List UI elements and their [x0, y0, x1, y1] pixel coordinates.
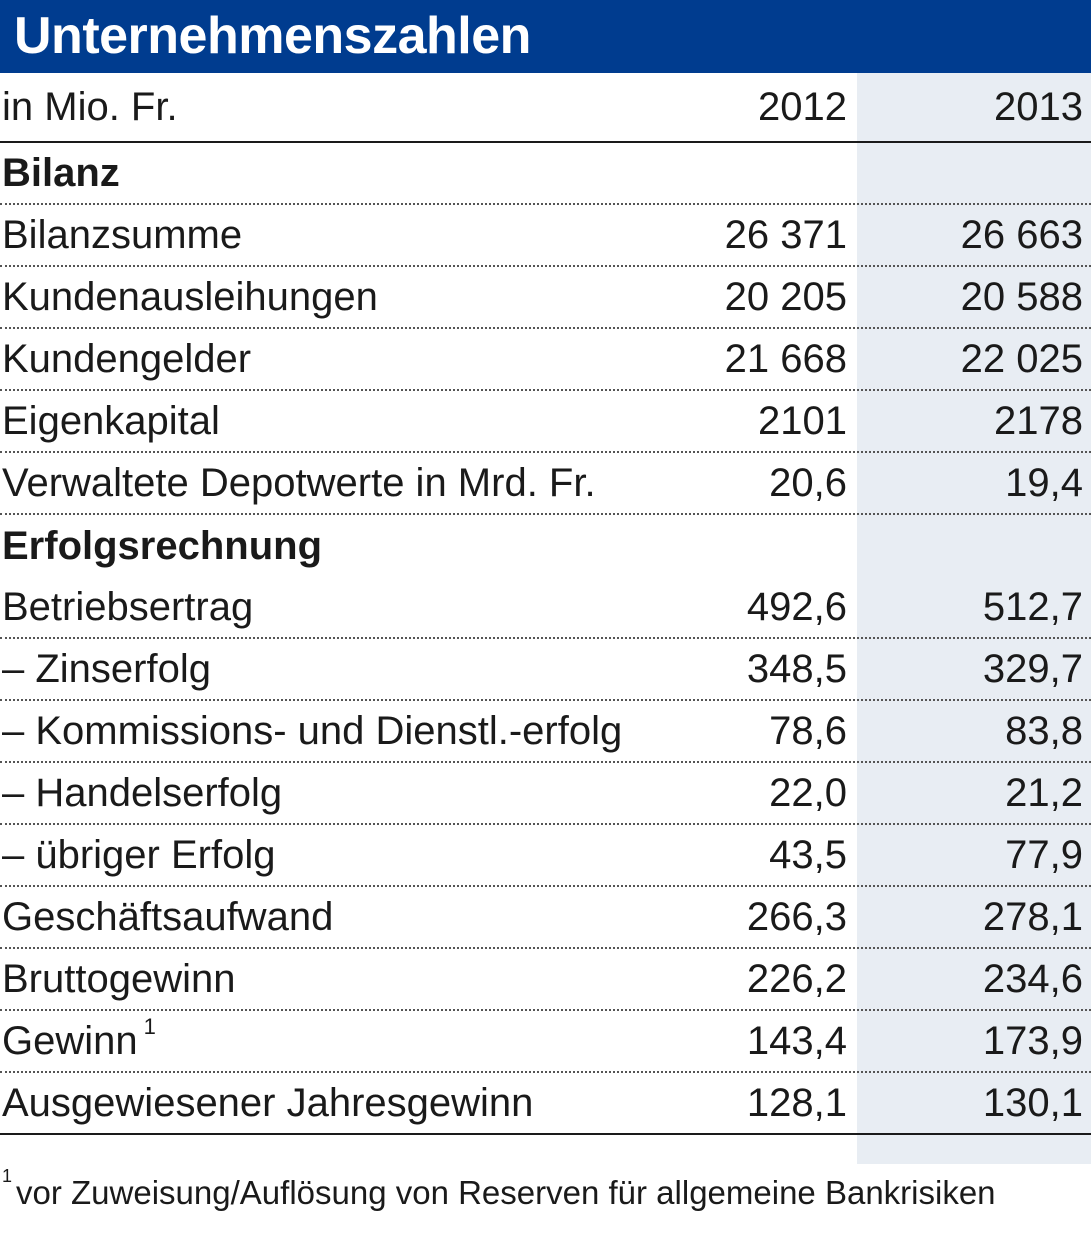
- row-label: – Kommissions- und Dienstl.-erfolg: [2, 701, 622, 761]
- value-2013: 77,9: [1005, 832, 1083, 877]
- table-row: Gewinn 1 143,4 173,9: [0, 1011, 1091, 1073]
- row-label: Kundenausleihungen: [2, 267, 378, 327]
- page-title: Unternehmenszahlen: [14, 7, 531, 65]
- row-label-text: Gewinn: [2, 1018, 138, 1063]
- value-2013: 173,9: [982, 1018, 1083, 1063]
- value-2012: 26 371: [724, 212, 847, 257]
- table-row: Bilanzsumme 26 371 26 663: [0, 205, 1091, 267]
- row-label-text: – übriger Erfolg: [2, 832, 276, 877]
- row-label: Eigenkapital: [2, 391, 220, 451]
- footnote-reference: 1: [143, 1014, 156, 1039]
- value-2012: 21 668: [724, 336, 847, 381]
- row-label-text: Betriebsertrag: [2, 584, 254, 629]
- row-label-text: – Zinserfolg: [2, 646, 211, 691]
- value-2012: 2101: [758, 398, 847, 443]
- row-label: Betriebsertrag: [2, 577, 253, 637]
- column-header-2013: 2013: [994, 84, 1083, 129]
- table-row: Geschäftsaufwand 266,3 278,1: [0, 887, 1091, 949]
- table-row: Ausgewiesener Jahresgewinn 128,1 130,1: [0, 1073, 1091, 1135]
- value-2012: 266,3: [746, 894, 847, 939]
- table-row: – Kommissions- und Dienstl.-erfolg 78,6 83…: [0, 701, 1091, 763]
- value-2013: 26 663: [960, 212, 1083, 257]
- title-bar: Unternehmenszahlen: [0, 0, 1091, 73]
- highlight-column-2013: [857, 73, 1091, 1164]
- column-header-2012: 2012: [758, 84, 847, 129]
- value-2012: 78,6: [769, 708, 847, 753]
- row-label: Ausgewiesener Jahresgewinn: [2, 1073, 533, 1133]
- table-row: Eigenkapital 2101 2178: [0, 391, 1091, 453]
- row-label-text: Eigenkapital: [2, 398, 220, 443]
- table-row: – Handelserfolg 22,0 21,2: [0, 763, 1091, 825]
- row-label: Bilanzsumme: [2, 205, 242, 265]
- table-row: Kundengelder 21 668 22 025: [0, 329, 1091, 391]
- value-2012: 20,6: [769, 460, 847, 505]
- value-2013: 329,7: [982, 646, 1083, 691]
- row-label: Verwaltete Depotwerte in Mrd. Fr.: [2, 453, 596, 513]
- row-label: – Zinserfolg: [2, 639, 211, 699]
- value-2012: 348,5: [746, 646, 847, 691]
- value-2012: 128,1: [746, 1080, 847, 1125]
- row-label-text: Verwaltete Depotwerte in Mrd. Fr.: [2, 460, 596, 505]
- value-2013: 83,8: [1005, 708, 1083, 753]
- row-label: Kundengelder: [2, 329, 251, 389]
- table-row: Kundenausleihungen 20 205 20 588: [0, 267, 1091, 329]
- table-row: Betriebsertrag 492,6 512,7: [0, 577, 1091, 639]
- row-label-text: Geschäftsaufwand: [2, 894, 334, 939]
- value-2013: 512,7: [982, 584, 1083, 629]
- value-2012: 143,4: [746, 1018, 847, 1063]
- row-label-text: Kundenausleihungen: [2, 274, 378, 319]
- row-label: Geschäftsaufwand: [2, 887, 333, 947]
- row-label-text: Bilanzsumme: [2, 212, 243, 257]
- row-label: Gewinn 1: [2, 1011, 156, 1071]
- unit-label: in Mio. Fr.: [2, 84, 178, 129]
- footnote-text: vor Zuweisung/Auflösung von Reserven für…: [16, 1174, 996, 1211]
- figures-table: in Mio. Fr. 2012 2013 Bilanz Bilanzsumme 2…: [0, 73, 1091, 1135]
- table-header: in Mio. Fr. 2012 2013: [0, 73, 1091, 143]
- footnote: 1 vor Zuweisung/Auflösung von Reserven fü…: [2, 1166, 996, 1212]
- section-label: Erfolgsrechnung: [2, 523, 323, 568]
- value-2013: 234,6: [982, 956, 1083, 1001]
- value-2013: 130,1: [982, 1080, 1083, 1125]
- section-label: Bilanz: [2, 150, 120, 195]
- row-label-text: – Kommissions- und Dienstl.-erfolg: [2, 708, 623, 753]
- table-row: – übriger Erfolg 43,5 77,9: [0, 825, 1091, 887]
- row-label-text: Ausgewiesener Jahresgewinn: [2, 1080, 534, 1125]
- value-2012: 20 205: [724, 274, 847, 319]
- table-body: Bilanz Bilanzsumme 26 371 26 663 Kundenausle…: [0, 143, 1091, 1135]
- section-header: Erfolgsrechnung: [0, 515, 1091, 577]
- value-2013: 19,4: [1005, 460, 1083, 505]
- row-label-text: – Handelserfolg: [2, 770, 283, 815]
- value-2013: 20 588: [960, 274, 1083, 319]
- footnote-mark: 1: [2, 1166, 13, 1186]
- row-label-text: Bruttogewinn: [2, 956, 236, 1001]
- row-label-text: Kundengelder: [2, 336, 252, 381]
- table-row: Verwaltete Depotwerte in Mrd. Fr. 20,6 19,…: [0, 453, 1091, 515]
- value-2012: 492,6: [746, 584, 847, 629]
- value-2013: 2178: [994, 398, 1083, 443]
- value-2013: 21,2: [1005, 770, 1083, 815]
- value-2012: 43,5: [769, 832, 847, 877]
- table-row: – Zinserfolg 348,5 329,7: [0, 639, 1091, 701]
- row-label: Bruttogewinn: [2, 949, 235, 1009]
- section-header: Bilanz: [0, 143, 1091, 205]
- row-label: – Handelserfolg: [2, 763, 282, 823]
- table-row: Bruttogewinn 226,2 234,6: [0, 949, 1091, 1011]
- value-2013: 278,1: [982, 894, 1083, 939]
- row-label: – übriger Erfolg: [2, 825, 275, 885]
- value-2012: 22,0: [769, 770, 847, 815]
- value-2012: 226,2: [746, 956, 847, 1001]
- value-2013: 22 025: [960, 336, 1083, 381]
